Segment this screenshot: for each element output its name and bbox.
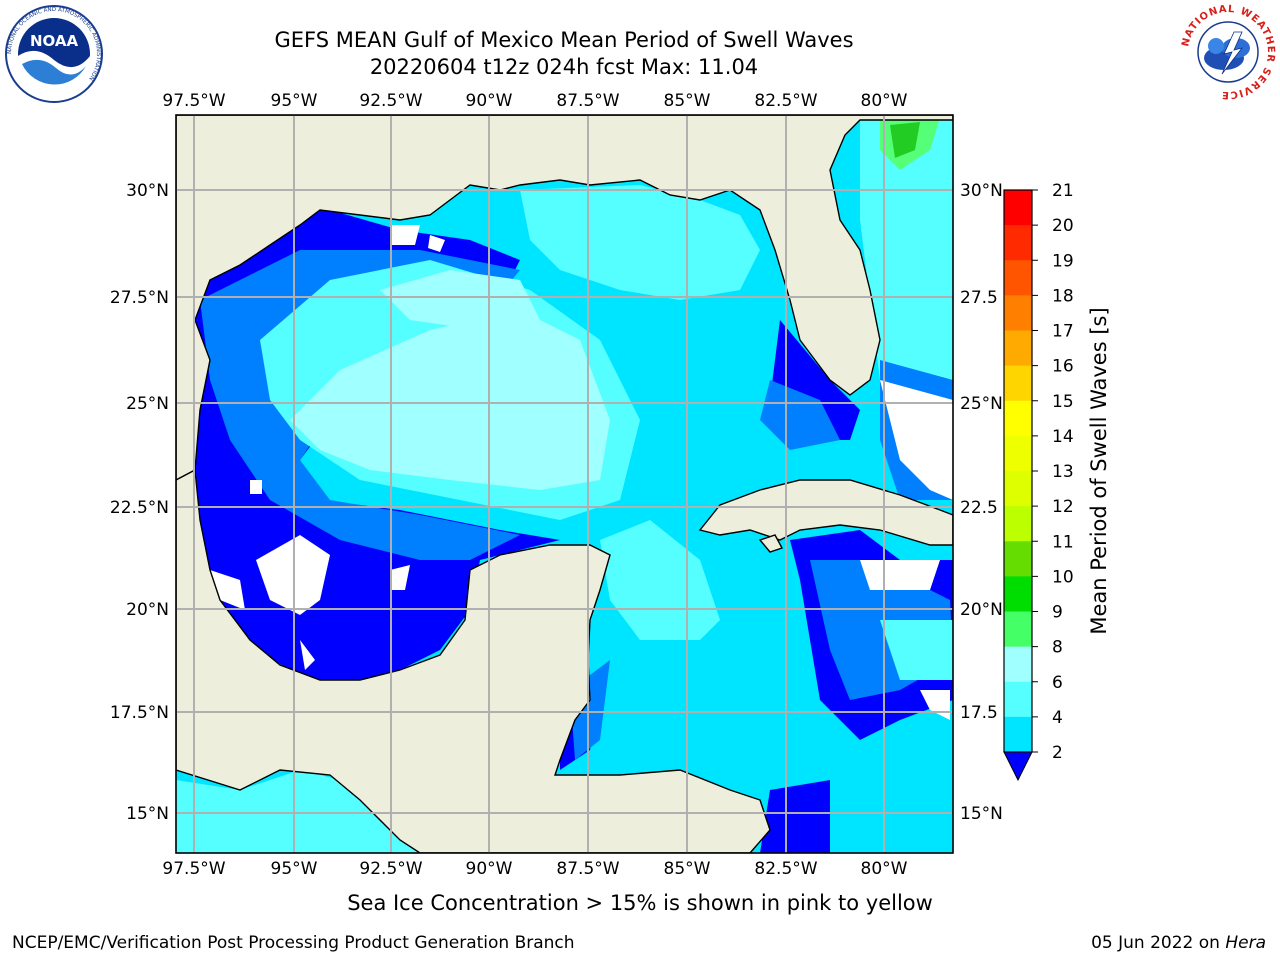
lat-labels-left: 30°N 27.5°N 25°N 22.5°N 20°N 17.5°N 15°N	[110, 181, 169, 824]
colorbar-tick-label: 11	[1052, 532, 1074, 552]
lon-label-top: 87.5°W	[556, 91, 619, 111]
colorbar-segment	[1004, 190, 1032, 226]
colorbar-segment	[1004, 611, 1032, 648]
colorbar-extension	[1003, 751, 1033, 782]
colorbar-tick-label: 17	[1052, 322, 1074, 342]
colorbar-tick-label: 14	[1052, 427, 1074, 447]
graticule	[176, 115, 953, 853]
band-light-cyan-pacific	[176, 770, 420, 853]
lat-label-left: 22.5°N	[110, 498, 169, 518]
colorbar-tick-label: 19	[1052, 251, 1074, 271]
footer-date-text: 05 Jun 2022 on	[1091, 933, 1226, 953]
lon-label-top: 82.5°W	[754, 91, 817, 111]
footer-machine: Hera	[1225, 933, 1266, 953]
colorbar-segment	[1004, 225, 1032, 261]
lon-label-bottom: 92.5°W	[359, 859, 422, 879]
colorbar-segment	[1004, 295, 1032, 331]
lat-label-right: 25°N	[960, 394, 1003, 414]
colorbar-tick-label: 6	[1052, 673, 1063, 693]
colorbar-segment	[1004, 330, 1032, 367]
colorbar-segment	[1004, 541, 1032, 577]
lon-label-bottom: 87.5°W	[556, 859, 619, 879]
svg-text:NOAA: NOAA	[30, 32, 79, 50]
lat-label-right: 30°N	[960, 181, 1003, 201]
colorbar-segment	[1004, 716, 1032, 753]
band-mid-blue-florida	[760, 380, 840, 450]
lon-label-bottom: 80°W	[861, 859, 908, 879]
nws-logo: NATIONAL WEATHER SERVICE	[1180, 4, 1275, 100]
map-area	[176, 115, 953, 853]
footer-date: 05 Jun 2022 on Hera	[1091, 933, 1266, 953]
lon-label-top: 97.5°W	[162, 91, 225, 111]
lat-label-left: 20°N	[126, 600, 169, 620]
lon-label-top: 92.5°W	[359, 91, 422, 111]
colorbar-tick-label: 16	[1052, 357, 1074, 377]
colorbar-segment	[1004, 400, 1032, 437]
lon-label-top: 80°W	[861, 91, 908, 111]
colorbar-tick-label: 21	[1052, 181, 1074, 201]
colorbar-tick-label: 13	[1052, 462, 1074, 482]
lat-label-left: 27.5°N	[110, 288, 169, 308]
colorbar-segment	[1004, 365, 1032, 402]
colorbar-segment	[1004, 260, 1032, 296]
colorbar-tick-label: 2	[1052, 743, 1063, 763]
band-dark-green-atlantic	[890, 122, 920, 158]
lon-label-bottom: 90°W	[466, 859, 513, 879]
lon-label-bottom: 95°W	[271, 859, 318, 879]
lon-label-bottom: 85°W	[664, 859, 711, 879]
lon-label-top: 85°W	[664, 91, 711, 111]
land-isle-of-youth	[758, 534, 784, 553]
colorbar: 21 20 19 18 17 16 15 14 13 12 11 10 9 8 6 4 2	[1003, 181, 1074, 782]
lat-label-right: 22.5	[960, 498, 998, 518]
lat-label-right: 17.5	[960, 703, 998, 723]
band-pale-cyan-north	[380, 270, 540, 330]
footer-branch: NCEP/EMC/Verification Post Processing Pr…	[12, 933, 575, 953]
lon-label-top: 90°W	[466, 91, 513, 111]
lon-labels-top: 97.5°W 95°W 92.5°W 90°W 87.5°W 85°W 82.5°W 80°W	[162, 91, 907, 111]
colorbar-tick-label: 8	[1052, 638, 1063, 658]
colorbar-tick-label: 4	[1052, 708, 1063, 728]
colorbar-segment	[1004, 471, 1032, 507]
lat-label-left: 17.5°N	[110, 703, 169, 723]
colorbar-segment	[1004, 681, 1032, 718]
lon-labels-bottom: 97.5°W 95°W 92.5°W 90°W 87.5°W 85°W 82.5°W 80°W	[162, 859, 907, 879]
map-subtitle: 20220604 t12z 024h fcst Max: 11.04	[369, 55, 759, 79]
lon-label-top: 95°W	[271, 91, 318, 111]
lon-label-bottom: 82.5°W	[754, 859, 817, 879]
band-pale-cyan-center	[290, 310, 610, 490]
sea-ice-note: Sea Ice Concentration > 15% is shown in …	[347, 891, 933, 915]
lat-label-right: 20°N	[960, 600, 1003, 620]
colorbar-segment	[1004, 646, 1032, 683]
lat-labels-right: 30°N 27.5 25°N 22.5 20°N 17.5 15°N	[960, 181, 1003, 824]
colorbar-tick-label: 18	[1052, 286, 1074, 306]
noaa-logo: NOAA NATIONAL OCEANIC AND ATMOSPHERIC AD…	[5, 5, 103, 103]
lat-label-right: 15°N	[960, 804, 1003, 824]
colorbar-tick-label: 15	[1052, 392, 1074, 412]
lat-label-left: 25°N	[126, 394, 169, 414]
lat-label-left: 15°N	[126, 804, 169, 824]
colorbar-segment	[1004, 576, 1032, 612]
band-light-cyan-north	[520, 185, 760, 300]
lat-label-left: 30°N	[126, 181, 169, 201]
colorbar-label: Mean Period of Swell Waves [s]	[1087, 307, 1111, 634]
colorbar-segment	[1004, 435, 1032, 472]
colorbar-tick-label: 9	[1052, 603, 1063, 623]
band-dark-blue-honduras	[760, 780, 830, 853]
land-us	[176, 115, 953, 481]
colorbar-tick-label: 12	[1052, 497, 1074, 517]
colorbar-tick-label: 20	[1052, 216, 1074, 236]
land-masses	[176, 115, 953, 853]
lat-label-right: 27.5	[960, 288, 998, 308]
lon-label-bottom: 97.5°W	[162, 859, 225, 879]
colorbar-segment	[1004, 506, 1032, 542]
map-title: GEFS MEAN Gulf of Mexico Mean Period of …	[274, 28, 854, 52]
colorbar-tick-label: 10	[1052, 567, 1074, 587]
band-light-cyan-caribbean	[880, 620, 953, 680]
map-frame	[175, 114, 954, 854]
